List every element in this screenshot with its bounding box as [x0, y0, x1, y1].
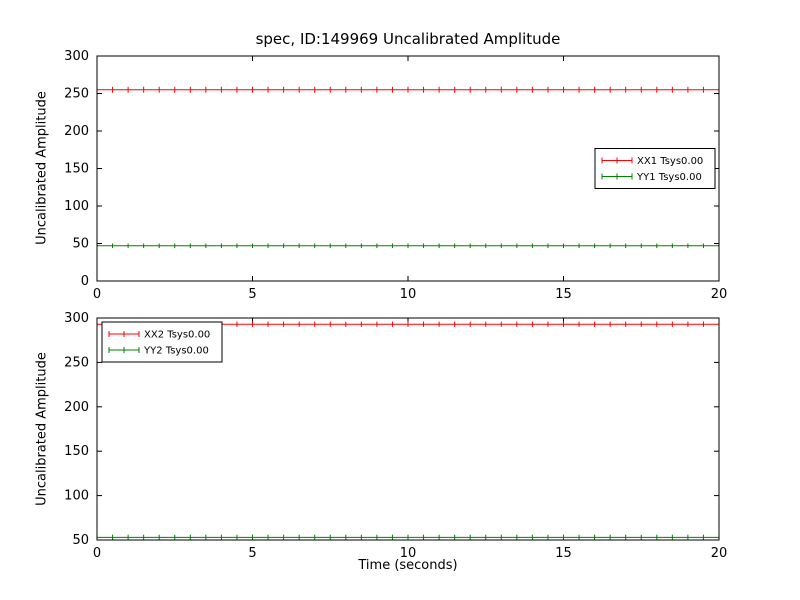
x-tick-label: 20 — [711, 287, 728, 302]
legend-entry-label: YY1 Tsys0.00 — [636, 172, 702, 183]
y-axis-label-bottom: Uncalibrated Amplitude — [34, 352, 50, 506]
y-tick-label: 100 — [64, 489, 89, 504]
chart-title: spec, ID:149969 Uncalibrated Amplitude — [255, 30, 561, 48]
y-tick-label: 50 — [72, 237, 89, 252]
x-tick-label: 0 — [93, 287, 101, 302]
y-tick-label: 300 — [64, 311, 89, 326]
x-tick-label: 15 — [555, 287, 572, 302]
y-tick-label: 100 — [64, 199, 89, 214]
legend: XX2 Tsys0.00 YY2 Tsys0.00 — [101, 321, 223, 363]
legend: XX1 Tsys0.00 YY1 Tsys0.00 — [594, 148, 716, 189]
y-tick-label: 300 — [64, 49, 89, 64]
legend-entry-label: XX2 Tsys0.00 — [144, 330, 210, 341]
x-tick-label: 20 — [711, 546, 728, 561]
y-tick-label: 150 — [64, 162, 89, 177]
y-tick-label: 250 — [64, 355, 89, 370]
subplot-1: 0 5 10 15 20 50 100 150 200 250 300 XX2 Tsys0.00 YY2… — [64, 311, 727, 561]
x-tick-label: 10 — [400, 287, 417, 302]
x-tick-label: 15 — [555, 546, 572, 561]
x-tick-label: 0 — [93, 546, 101, 561]
y-tick-label: 200 — [64, 400, 89, 415]
legend-box — [101, 321, 223, 363]
y-tick-label: 200 — [64, 124, 89, 139]
y-tick-label: 50 — [72, 533, 89, 548]
y-tick-label: 0 — [81, 274, 89, 289]
axes-frame — [96, 317, 720, 541]
x-tick-label: 5 — [248, 546, 256, 561]
legend-box — [594, 148, 716, 189]
x-axis-label: Time (seconds) — [358, 558, 458, 573]
axes-frame — [96, 55, 720, 282]
x-tick-label: 5 — [248, 287, 256, 302]
y-axis-label-top: Uncalibrated Amplitude — [34, 91, 50, 245]
legend-entry-label: YY2 Tsys0.00 — [143, 346, 209, 357]
y-tick-label: 150 — [64, 444, 89, 459]
legend-entry-label: XX1 Tsys0.00 — [637, 156, 703, 167]
x-tick-label: 10 — [400, 546, 417, 561]
y-tick-label: 250 — [64, 87, 89, 102]
